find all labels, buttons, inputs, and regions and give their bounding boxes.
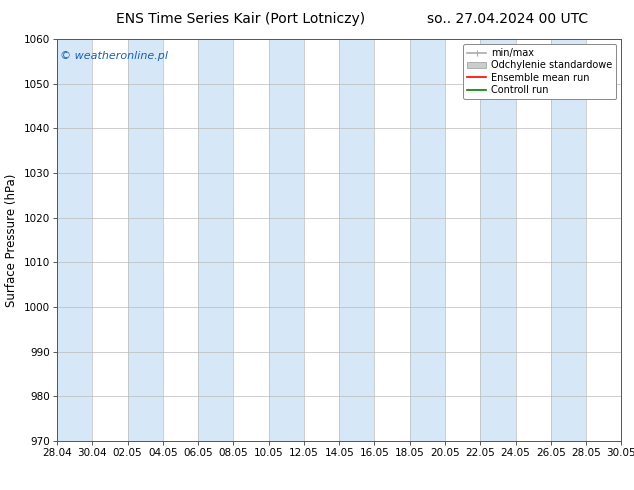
Text: ENS Time Series Kair (Port Lotniczy): ENS Time Series Kair (Port Lotniczy) xyxy=(117,12,365,26)
Bar xyxy=(57,39,93,441)
Bar xyxy=(410,39,445,441)
Bar xyxy=(127,39,163,441)
Y-axis label: Surface Pressure (hPa): Surface Pressure (hPa) xyxy=(5,173,18,307)
Bar xyxy=(269,39,304,441)
Text: so.. 27.04.2024 00 UTC: so.. 27.04.2024 00 UTC xyxy=(427,12,588,26)
Text: © weatheronline.pl: © weatheronline.pl xyxy=(60,51,168,61)
Bar xyxy=(551,39,586,441)
Bar xyxy=(481,39,515,441)
Legend: min/max, Odchylenie standardowe, Ensemble mean run, Controll run: min/max, Odchylenie standardowe, Ensembl… xyxy=(463,44,616,99)
Bar xyxy=(198,39,233,441)
Bar xyxy=(339,39,375,441)
